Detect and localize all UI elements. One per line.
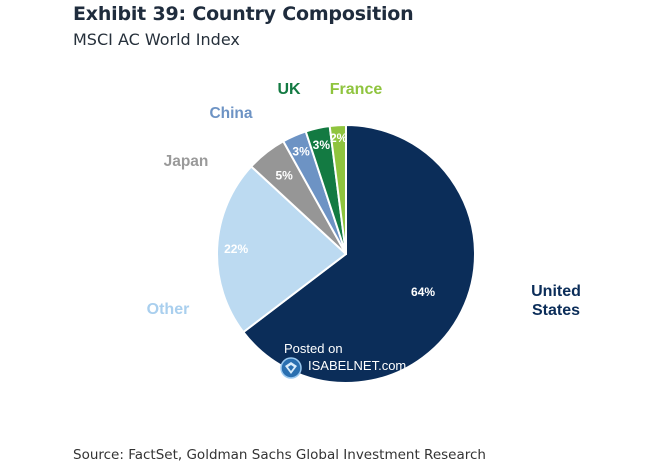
category-label-uk: UK	[277, 81, 301, 98]
watermark-posted-text: Posted on	[284, 341, 343, 356]
category-label-japan: Japan	[164, 153, 209, 170]
category-label-china: China	[209, 105, 252, 122]
watermark-site-text: ISABELNET.com	[308, 358, 407, 373]
category-label-united-states: United States	[531, 283, 581, 319]
data-label-uk: 3%	[313, 138, 331, 152]
data-label-united-states: 64%	[411, 285, 435, 299]
chart-title: Exhibit 39: Country Composition	[73, 3, 414, 25]
data-label-other: 22%	[224, 242, 248, 256]
chart-subtitle: MSCI AC World Index	[73, 30, 240, 49]
pie-slice-france	[328, 124, 347, 255]
source-note: Source: FactSet, Goldman Sachs Global In…	[73, 447, 486, 463]
category-label-france: France	[330, 81, 383, 98]
data-label-japan: 5%	[276, 168, 294, 182]
data-label-china: 3%	[292, 144, 310, 158]
pie-slice-other	[216, 165, 347, 334]
isabelnet-logo-icon	[280, 357, 302, 383]
pie-slice-united-states	[242, 124, 476, 384]
data-label-france: 2%	[330, 131, 348, 145]
category-label-other: Other	[147, 301, 190, 318]
